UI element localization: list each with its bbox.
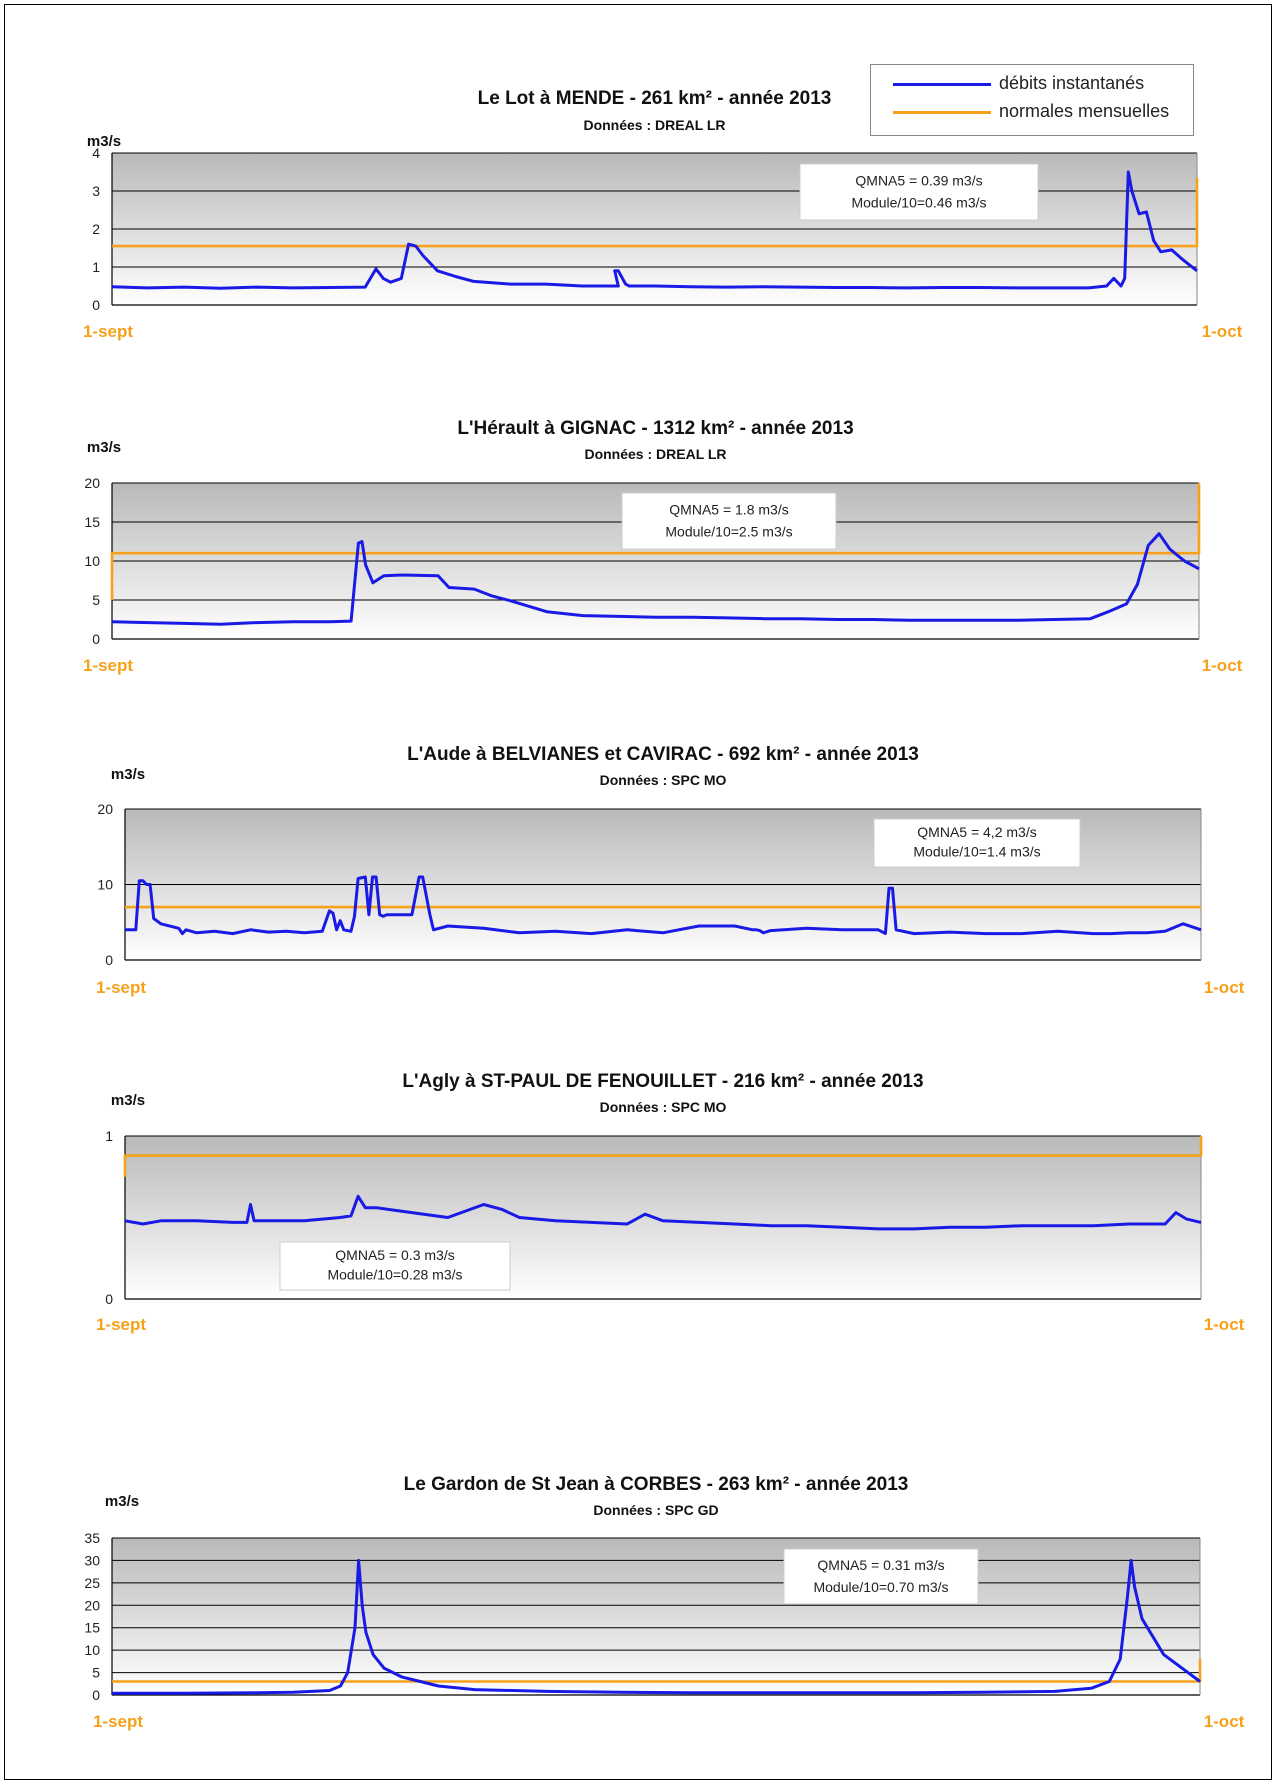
charts-group: 0 1 2 3 4 Le Lot à MENDE - 261 km² - année 20…	[83, 88, 1245, 1731]
y-axis-label: m3/s	[105, 1493, 139, 1510]
series-line-normal	[123, 1136, 1203, 1177]
annotation-qmna5: QMNA5 = 0.3 m3/s	[335, 1247, 454, 1263]
series-line-flow	[111, 170, 1198, 290]
annotation-qmna5: QMNA5 = 4,2 m3/s	[917, 824, 1036, 840]
series-line-flow	[125, 875, 1202, 936]
series-line-flow	[111, 532, 1200, 626]
legend: débits instantanés normales mensuelles	[870, 64, 1194, 136]
x-tick-label-start: 1-sept	[96, 1315, 146, 1334]
annotation-qmna5: QMNA5 = 0.39 m3/s	[855, 172, 982, 188]
chart-subtitle: Données : SPC GD	[593, 1502, 718, 1518]
chart-5: 0 5 10 15 20 25 30 35 Le Gardon de St Jean à COR…	[84, 1474, 1244, 1731]
y-axis-label: m3/s	[87, 133, 121, 150]
annotation-box	[783, 1548, 979, 1605]
x-tick-label-start: 1-sept	[96, 978, 146, 997]
annotation-qmna5: QMNA5 = 0.31 m3/s	[817, 1557, 944, 1573]
annotation-box	[873, 818, 1081, 868]
annotation-module: Module/10=2.5 m3/s	[665, 524, 792, 540]
y-tick-label: 5	[92, 1665, 100, 1681]
x-tick-label-end: 1-oct	[1204, 1712, 1245, 1731]
y-tick-label: 20	[97, 801, 113, 817]
y-tick-label: 0	[105, 952, 113, 968]
chart-2: 0 5 10 15 20 L'Hérault à GIGNAC - 1312 km² - …	[83, 418, 1243, 675]
chart-title: Le Lot à MENDE - 261 km² - année 2013	[478, 88, 832, 109]
chart-subtitle: Données : SPC MO	[600, 772, 727, 788]
y-tick-label: 20	[84, 475, 100, 491]
x-tick-label-start: 1-sept	[93, 1712, 143, 1731]
annotation-module: Module/10=0.46 m3/s	[851, 195, 986, 211]
x-tick-label-end: 1-oct	[1204, 1315, 1245, 1334]
y-tick-label: 35	[84, 1530, 100, 1546]
y-tick-label: 0	[92, 1687, 100, 1703]
legend-item-flow: débits instantanés	[871, 71, 1193, 97]
chart-1: 0 1 2 3 4 Le Lot à MENDE - 261 km² - année 20…	[83, 88, 1243, 341]
y-tick-label: 1	[105, 1128, 113, 1144]
x-tick-label-end: 1-oct	[1202, 656, 1243, 675]
y-tick-label: 0	[92, 297, 100, 313]
y-tick-label: 10	[97, 877, 113, 893]
y-tick-label: 0	[92, 631, 100, 647]
x-tick-label-end: 1-oct	[1204, 978, 1245, 997]
y-tick-label: 0	[105, 1291, 113, 1307]
series-line-normal	[112, 177, 1199, 248]
chart-title: L'Hérault à GIGNAC - 1312 km² - année 20…	[457, 418, 853, 439]
legend-label-normal: normales mensuelles	[999, 101, 1170, 121]
series-line-flow	[124, 1194, 1202, 1231]
y-axis-label: m3/s	[111, 766, 145, 783]
x-tick-label-start: 1-sept	[83, 656, 133, 675]
chart-subtitle: Données : DREAL LR	[583, 117, 725, 133]
chart-title: L'Aude à BELVIANES et CAVIRAC - 692 km² …	[407, 744, 919, 765]
chart-3: 0 10 20 L'Aude à BELVIANES et CAVIRAC - 692…	[96, 744, 1245, 997]
y-tick-label: 15	[84, 514, 100, 530]
y-tick-label: 20	[84, 1597, 100, 1613]
y-axis-label: m3/s	[111, 1092, 145, 1109]
y-tick-label: 30	[84, 1552, 100, 1568]
chart-title: Le Gardon de St Jean à CORBES - 263 km² …	[404, 1474, 909, 1495]
y-tick-label: 5	[92, 592, 100, 608]
plot-area	[112, 1538, 1200, 1695]
annotation-box	[799, 163, 1039, 221]
y-tick-label: 25	[84, 1575, 100, 1591]
y-tick-label: 10	[84, 1642, 100, 1658]
y-tick-label: 15	[84, 1620, 100, 1636]
legend-label-flow: débits instantanés	[999, 73, 1145, 93]
legend-swatch-flow	[893, 83, 991, 86]
y-tick-label: 4	[92, 145, 100, 161]
series-line-normal	[110, 483, 1201, 600]
annotation-module: Module/10=0.28 m3/s	[327, 1266, 462, 1282]
annotation-module: Module/10=1.4 m3/s	[913, 843, 1040, 859]
annotation-module: Module/10=0.70 m3/s	[813, 1579, 948, 1595]
annotation-box	[621, 492, 837, 550]
y-tick-label: 10	[84, 553, 100, 569]
annotation-qmna5: QMNA5 = 1.8 m3/s	[669, 501, 788, 517]
legend-item-normal: normales mensuelles	[871, 99, 1193, 125]
chart-4: 0 1 L'Agly à ST-PAUL DE FENOUILLET - 216 k…	[96, 1071, 1245, 1334]
chart-title: L'Agly à ST-PAUL DE FENOUILLET - 216 km²…	[402, 1071, 923, 1092]
legend-swatch-normal	[893, 111, 991, 114]
annotation-box	[279, 1241, 511, 1291]
x-tick-label-start: 1-sept	[83, 322, 133, 341]
chart-subtitle: Données : SPC MO	[600, 1099, 727, 1115]
y-tick-label: 2	[92, 221, 100, 237]
y-tick-label: 1	[92, 259, 100, 275]
series-line-flow	[112, 1558, 1201, 1695]
y-tick-label: 3	[92, 183, 100, 199]
chart-subtitle: Données : DREAL LR	[584, 446, 726, 462]
x-tick-label-end: 1-oct	[1202, 322, 1243, 341]
y-axis-label: m3/s	[87, 439, 121, 456]
